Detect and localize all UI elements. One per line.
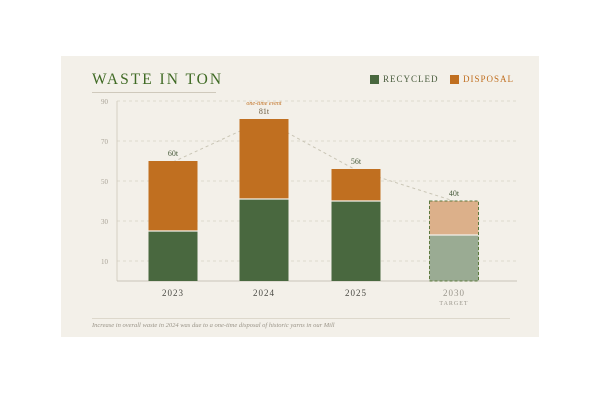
y-tick-label: 50 <box>101 178 109 186</box>
x-tick-label-2023: 2023 <box>162 288 184 298</box>
legend-swatch-disposal <box>450 74 459 84</box>
bar-disposal-2025 <box>331 169 381 201</box>
legend-label-disposal: DISPOSAL <box>463 74 515 84</box>
legend-swatch-recycled <box>370 74 379 84</box>
annotation-one-time-event: one-time event <box>246 101 281 107</box>
target-outline <box>429 200 479 282</box>
x-tick-label-2030: 2030 <box>443 288 465 298</box>
x-tick-label-2024: 2024 <box>253 288 275 298</box>
legend-item-recycled: RECYCLED <box>370 74 439 84</box>
total-label-2023: 60t <box>168 149 179 158</box>
chart-title: WASTE IN TON <box>92 71 224 88</box>
total-label-2024: 81t <box>259 107 270 116</box>
footnote: Increase in overall waste in 2024 was du… <box>92 322 335 329</box>
y-tick-label: 90 <box>101 98 109 106</box>
footnote-divider <box>92 318 510 319</box>
x-tick-label-2025: 2025 <box>345 288 367 298</box>
legend-item-disposal: DISPOSAL <box>450 74 514 84</box>
title-divider <box>92 92 216 93</box>
bar-disposal-2023 <box>148 161 198 231</box>
chart-card <box>61 56 539 337</box>
total-label-2025: 56t <box>351 157 362 166</box>
y-tick-label: 30 <box>101 218 109 226</box>
bar-disposal-2030 <box>429 201 479 235</box>
total-label-2030: 40t <box>449 189 460 198</box>
legend-label-recycled: RECYCLED <box>383 74 439 84</box>
bar-recycled-2024 <box>239 199 289 281</box>
trend-line <box>172 119 455 202</box>
target-sublabel: TARGET <box>439 301 468 307</box>
y-tick-label: 10 <box>101 258 109 266</box>
y-tick-label: 70 <box>101 138 109 146</box>
bar-recycled-2025 <box>331 201 381 281</box>
bar-recycled-2030 <box>429 235 479 281</box>
bar-recycled-2023 <box>148 231 198 281</box>
bar-disposal-2024 <box>239 119 289 199</box>
